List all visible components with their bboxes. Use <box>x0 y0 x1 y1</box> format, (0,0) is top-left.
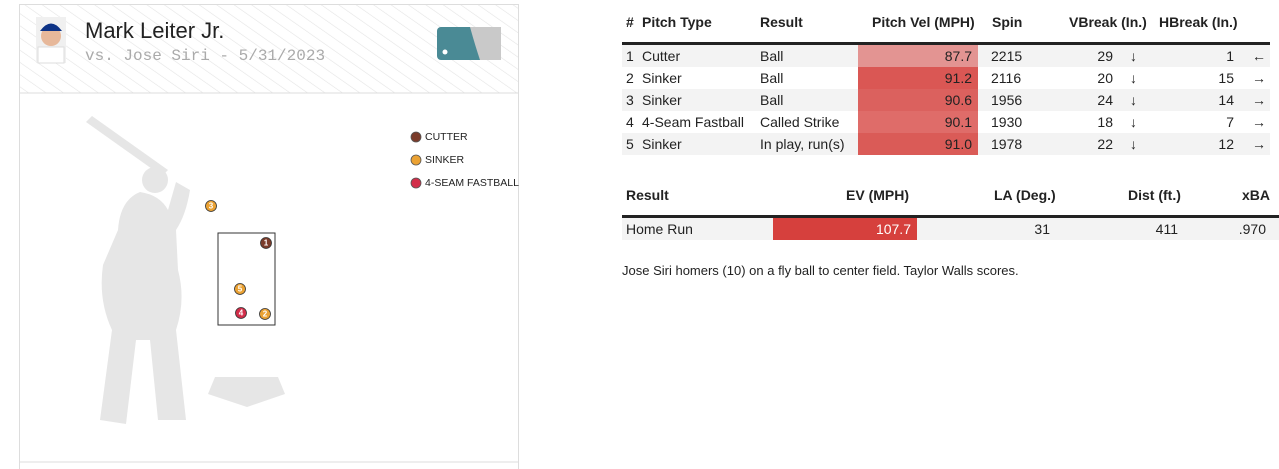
vertical-break: 20 <box>1097 70 1113 86</box>
velocity-cell <box>858 67 978 89</box>
column-header: HBreak (In.) <box>1159 14 1238 30</box>
column-header: EV (MPH) <box>846 187 909 203</box>
pitch-marker <box>205 200 217 212</box>
pitch-index: 2 <box>626 70 634 86</box>
vertical-arrow: ↓ <box>1130 70 1137 86</box>
header-rule <box>622 215 1279 218</box>
pitch-result: Ball <box>760 48 784 64</box>
pitch-index: 3 <box>626 92 634 108</box>
batter-silhouette <box>86 116 190 424</box>
vertical-break: 22 <box>1097 136 1113 152</box>
player-headshot <box>36 17 66 64</box>
pitch-number: 1 <box>264 239 269 248</box>
pitch-marker <box>234 283 246 295</box>
velocity-cell <box>858 45 978 67</box>
header-background <box>20 5 518 93</box>
legend-label: 4-SEAM FASTBALL <box>425 177 519 189</box>
legend-label: CUTTER <box>425 131 468 143</box>
column-header: VBreak (In.) <box>1069 14 1147 30</box>
horizontal-arrow: ← <box>1252 48 1266 64</box>
column-header: Spin <box>992 14 1023 30</box>
vertical-arrow: ↓ <box>1130 48 1137 64</box>
pitch-type: Sinker <box>642 70 682 86</box>
expected-batting-average: .970 <box>1238 221 1266 237</box>
vertical-break: 18 <box>1097 114 1113 130</box>
pitch-result: Ball <box>760 70 784 86</box>
column-header: LA (Deg.) <box>994 187 1056 203</box>
velocity-cell <box>858 133 978 155</box>
legend-swatch <box>410 154 422 166</box>
pitch-index: 1 <box>626 48 634 64</box>
pitch-type: Sinker <box>642 92 682 108</box>
horizontal-arrow: → <box>1252 136 1266 152</box>
pitch-marker <box>260 237 272 249</box>
pitch-result: Called Strike <box>760 114 840 130</box>
velocity-cell <box>858 89 978 111</box>
vertical-break: 24 <box>1097 92 1113 108</box>
spin-rate: 1956 <box>991 92 1023 108</box>
pitch-result: Ball <box>760 92 784 108</box>
launch-angle: 31 <box>1034 221 1050 237</box>
distance: 411 <box>1155 221 1178 237</box>
matchup-subtitle: vs. Jose Siri - 5/31/2023 <box>85 47 325 65</box>
pitch-plot-panel: Mark Leiter Jr. vs. Jose Siri - 5/31/202… <box>19 4 519 469</box>
exit-velocity-cell <box>773 218 917 240</box>
horizontal-break: 7 <box>1226 114 1234 130</box>
horizontal-break: 14 <box>1218 92 1234 108</box>
pitch-velocity: 90.6 <box>944 92 972 108</box>
strike-zone <box>217 232 276 326</box>
velocity-cell <box>858 111 978 133</box>
column-header: Result <box>760 14 803 30</box>
pitch-result: In play, run(s) <box>760 136 845 152</box>
legend-label: SINKER <box>425 154 465 166</box>
pitch-velocity: 91.2 <box>944 70 972 86</box>
pitch-marker <box>235 307 247 319</box>
pitch-type: Sinker <box>642 136 682 152</box>
pitch-velocity: 90.1 <box>944 114 972 130</box>
spin-rate: 1930 <box>991 114 1023 130</box>
column-header: xBA <box>1241 187 1270 203</box>
column-header: Dist (ft.) <box>1128 187 1181 203</box>
horizontal-break: 15 <box>1218 70 1234 86</box>
legend-swatch <box>410 177 422 189</box>
exit-velocity: 107.7 <box>875 221 911 237</box>
horizontal-arrow: → <box>1252 92 1266 108</box>
mlb-logo <box>437 27 501 60</box>
pitch-index: 5 <box>626 136 634 152</box>
pitch-number: 5 <box>238 285 243 294</box>
legend-swatch <box>410 131 422 143</box>
vertical-arrow: ↓ <box>1130 136 1137 152</box>
column-header: Pitch Vel (MPH) <box>872 14 975 30</box>
play-description: Jose Siri homers (10) on a fly ball to c… <box>622 263 1019 278</box>
column-header: Result <box>626 187 669 203</box>
column-header: Pitch Type <box>642 14 712 30</box>
spin-rate: 2215 <box>991 48 1023 64</box>
horizontal-break: 12 <box>1218 136 1234 152</box>
column-header: # <box>626 14 634 30</box>
vertical-break: 29 <box>1097 48 1113 64</box>
horizontal-arrow: → <box>1252 70 1266 86</box>
horizontal-break: 1 <box>1226 48 1234 64</box>
header-rule <box>622 42 1270 45</box>
home-plate <box>208 377 285 407</box>
pitch-velocity: 91.0 <box>944 136 972 152</box>
vertical-arrow: ↓ <box>1130 114 1137 130</box>
pitch-number: 2 <box>263 310 268 319</box>
pitch-type: Cutter <box>642 48 681 64</box>
spin-rate: 1978 <box>991 136 1023 152</box>
result: Home Run <box>626 221 693 237</box>
pitch-number: 3 <box>209 202 214 211</box>
pitcher-name: Mark Leiter Jr. <box>85 18 224 43</box>
pitch-type: 4-Seam Fastball <box>642 114 744 130</box>
pitch-number: 4 <box>239 309 244 318</box>
row-stripe <box>622 218 1279 240</box>
pitch-index: 4 <box>626 114 634 130</box>
pitch-marker <box>259 308 271 320</box>
vertical-arrow: ↓ <box>1130 92 1137 108</box>
horizontal-arrow: → <box>1252 114 1266 130</box>
pitch-velocity: 87.7 <box>944 48 972 64</box>
spin-rate: 2116 <box>991 70 1022 86</box>
